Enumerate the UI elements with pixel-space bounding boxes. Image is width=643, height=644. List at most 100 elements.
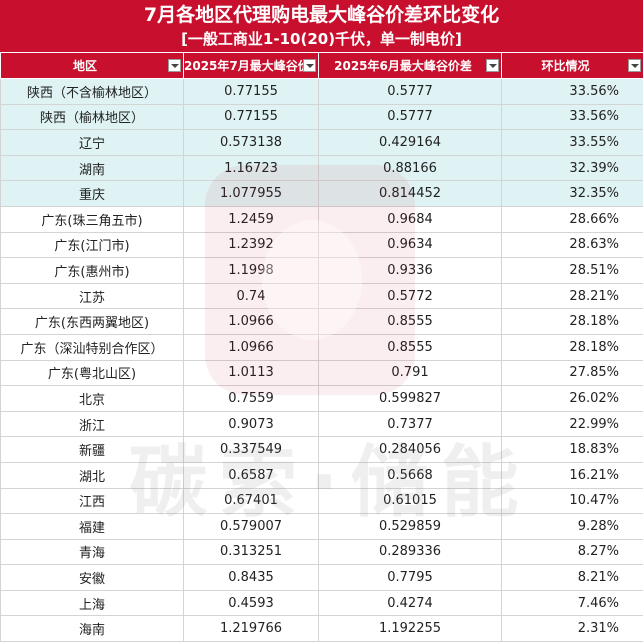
cell-june-spread[interactable]: 0.9336 [318, 257, 502, 284]
cell-mom-change[interactable]: 22.99% [501, 410, 643, 438]
header-july-label: 2025年7月最大峰谷价 [184, 59, 310, 73]
cell-region[interactable]: 湖北 [0, 461, 184, 489]
cell-mom-change[interactable]: 32.39% [501, 154, 643, 182]
cell-june-spread[interactable]: 0.599827 [318, 385, 502, 412]
cell-june-spread[interactable]: 0.284056 [318, 436, 502, 463]
cell-june-spread[interactable]: 0.5777 [318, 78, 502, 105]
cell-june-spread[interactable]: 0.5668 [318, 461, 502, 489]
cell-mom-change[interactable]: 27.85% [501, 359, 643, 387]
cell-june-spread[interactable]: 0.814452 [318, 180, 502, 207]
cell-june-spread[interactable]: 0.7795 [318, 564, 502, 591]
cell-july-spread[interactable]: 0.6587 [183, 461, 319, 489]
cell-july-spread[interactable]: 0.579007 [183, 513, 319, 540]
cell-july-spread[interactable]: 1.0966 [183, 308, 319, 335]
cell-mom-change[interactable]: 7.46% [501, 589, 643, 617]
cell-region[interactable]: 广东(江门市) [0, 231, 184, 259]
cell-region[interactable]: 广东(粤北山区) [0, 359, 184, 387]
cell-june-spread[interactable]: 0.61015 [318, 487, 502, 515]
cell-mom-change[interactable]: 18.83% [501, 436, 643, 463]
cell-june-spread[interactable]: 0.5772 [318, 282, 502, 310]
cell-july-spread[interactable]: 0.8435 [183, 564, 319, 591]
cell-june-spread[interactable]: 0.5777 [318, 103, 502, 131]
cell-mom-change[interactable]: 9.28% [501, 513, 643, 540]
cell-june-spread[interactable]: 0.791 [318, 359, 502, 387]
table-row: 安徽 0.8435 0.7795 8.21% [0, 564, 643, 591]
cell-july-spread[interactable]: 1.2392 [183, 231, 319, 259]
cell-mom-change[interactable]: 16.21% [501, 461, 643, 489]
cell-mom-change[interactable]: 8.21% [501, 564, 643, 591]
cell-mom-change[interactable]: 26.02% [501, 385, 643, 412]
cell-june-spread[interactable]: 0.7377 [318, 410, 502, 438]
cell-region[interactable]: 浙江 [0, 410, 184, 438]
cell-region[interactable]: 北京 [0, 385, 184, 412]
cell-june-spread[interactable]: 0.88166 [318, 154, 502, 182]
filter-dropdown-icon[interactable] [486, 59, 499, 72]
cell-july-spread[interactable]: 0.77155 [183, 103, 319, 131]
cell-mom-change[interactable]: 10.47% [501, 487, 643, 515]
cell-region[interactable]: 广东(珠三角五市) [0, 205, 184, 233]
cell-region[interactable]: 新疆 [0, 436, 184, 463]
cell-region[interactable]: 湖南 [0, 154, 184, 182]
cell-mom-change[interactable]: 33.56% [501, 78, 643, 105]
cell-region[interactable]: 广东(东西两翼地区) [0, 308, 184, 335]
cell-june-spread[interactable]: 0.8555 [318, 308, 502, 335]
cell-region[interactable]: 上海 [0, 589, 184, 617]
filter-dropdown-icon[interactable] [303, 59, 316, 72]
cell-mom-change[interactable]: 32.35% [501, 180, 643, 207]
cell-july-spread[interactable]: 1.0966 [183, 333, 319, 361]
cell-june-spread[interactable]: 0.9634 [318, 231, 502, 259]
cell-region[interactable]: 江苏 [0, 282, 184, 310]
cell-july-spread[interactable]: 1.077955 [183, 180, 319, 207]
cell-june-spread[interactable]: 0.8555 [318, 333, 502, 361]
cell-region[interactable]: 安徽 [0, 564, 184, 591]
cell-mom-change[interactable]: 28.18% [501, 308, 643, 335]
cell-july-spread[interactable]: 0.7559 [183, 385, 319, 412]
cell-region[interactable]: 广东（深汕特别合作区） [0, 333, 184, 361]
cell-july-spread[interactable]: 0.77155 [183, 78, 319, 105]
cell-june-spread[interactable]: 0.4274 [318, 589, 502, 617]
table-row: 江苏 0.74 0.5772 28.21% [0, 282, 643, 310]
page-title: 7月各地区代理购电最大峰谷价差环比变化 [143, 4, 500, 26]
cell-region[interactable]: 辽宁 [0, 129, 184, 156]
cell-july-spread[interactable]: 0.313251 [183, 538, 319, 566]
cell-region[interactable]: 重庆 [0, 180, 184, 207]
cell-june-spread[interactable]: 1.192255 [318, 615, 502, 643]
cell-july-spread[interactable]: 0.4593 [183, 589, 319, 617]
cell-june-spread[interactable]: 0.429164 [318, 129, 502, 156]
cell-mom-change[interactable]: 2.31% [501, 615, 643, 643]
cell-region[interactable]: 陕西（不含榆林地区） [0, 78, 184, 105]
filter-dropdown-icon[interactable] [168, 59, 181, 72]
table-row: 青海 0.313251 0.289336 8.27% [0, 538, 643, 566]
cell-mom-change[interactable]: 28.66% [501, 205, 643, 233]
cell-mom-change[interactable]: 28.21% [501, 282, 643, 310]
cell-july-spread[interactable]: 1.0113 [183, 359, 319, 387]
cell-mom-change[interactable]: 28.63% [501, 231, 643, 259]
cell-mom-change[interactable]: 28.51% [501, 257, 643, 284]
cell-july-spread[interactable]: 0.337549 [183, 436, 319, 463]
cell-region[interactable]: 青海 [0, 538, 184, 566]
cell-mom-change[interactable]: 33.56% [501, 103, 643, 131]
cell-july-spread[interactable]: 0.573138 [183, 129, 319, 156]
cell-mom-change[interactable]: 33.55% [501, 129, 643, 156]
cell-region[interactable]: 广东(惠州市) [0, 257, 184, 284]
cell-july-spread[interactable]: 1.219766 [183, 615, 319, 643]
cell-june-spread[interactable]: 0.529859 [318, 513, 502, 540]
cell-region[interactable]: 江西 [0, 487, 184, 515]
cell-mom-change[interactable]: 28.18% [501, 333, 643, 361]
cell-july-spread[interactable]: 0.67401 [183, 487, 319, 515]
cell-region[interactable]: 陕西（榆林地区） [0, 103, 184, 131]
cell-june-spread[interactable]: 0.289336 [318, 538, 502, 566]
cell-region[interactable]: 福建 [0, 513, 184, 540]
cell-region[interactable]: 海南 [0, 615, 184, 643]
table-row: 广东(珠三角五市) 1.2459 0.9684 28.66% [0, 205, 643, 233]
filter-dropdown-icon[interactable] [628, 59, 641, 72]
cell-july-spread[interactable]: 0.74 [183, 282, 319, 310]
table-row: 广东(粤北山区) 1.0113 0.791 27.85% [0, 359, 643, 387]
cell-mom-change[interactable]: 8.27% [501, 538, 643, 566]
table-row: 陕西（榆林地区） 0.77155 0.5777 33.56% [0, 103, 643, 131]
cell-july-spread[interactable]: 1.1998 [183, 257, 319, 284]
cell-july-spread[interactable]: 1.16723 [183, 154, 319, 182]
cell-july-spread[interactable]: 1.2459 [183, 205, 319, 233]
cell-june-spread[interactable]: 0.9684 [318, 205, 502, 233]
cell-july-spread[interactable]: 0.9073 [183, 410, 319, 438]
